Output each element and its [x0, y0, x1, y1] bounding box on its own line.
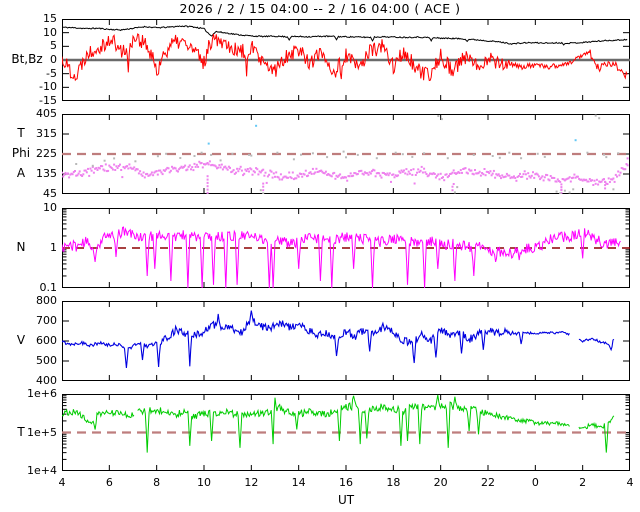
- series-cyan-points: [207, 124, 577, 145]
- panel-n-canvas: [62, 208, 630, 288]
- panel-n: [62, 208, 630, 288]
- panel-bt-bz-canvas: [62, 19, 630, 101]
- axis-channel-label: A: [16, 166, 26, 180]
- axis-channel-label: N: [16, 240, 26, 254]
- x-tick-label: 10: [197, 476, 211, 489]
- y-tick-label: 45: [43, 187, 57, 200]
- y-tick-label: 1: [50, 241, 57, 254]
- panel-t-canvas: [62, 394, 630, 471]
- series-T: [62, 394, 615, 453]
- y-tick-label: -15: [39, 94, 57, 107]
- y-tick-label: 5: [50, 39, 57, 53]
- y-tick-label: 700: [36, 314, 57, 327]
- panel-t-phi-a-canvas: [62, 114, 630, 194]
- x-tick-label: 16: [339, 476, 353, 489]
- y-tick-label: 400: [36, 374, 57, 387]
- y-tick-label: 500: [36, 354, 57, 367]
- axis-channel-label: T: [17, 126, 25, 140]
- y-tick-label: -10: [39, 80, 57, 94]
- axis-channel-label: V: [16, 333, 26, 347]
- x-tick-label: 8: [153, 476, 161, 489]
- panel-v: [62, 301, 630, 381]
- x-tick-label: 12: [244, 476, 259, 489]
- x-tick-label: 4: [626, 476, 634, 489]
- x-tick-label: 20: [433, 476, 448, 489]
- y-tick-label: -5: [46, 66, 57, 80]
- y-tick-label: 315: [36, 127, 57, 140]
- panel-t: [62, 394, 630, 471]
- axis-channel-label: Phi: [11, 146, 31, 160]
- x-axis-label: UT: [337, 493, 355, 507]
- x-tick-label: 4: [58, 476, 66, 489]
- y-tick-label: 135: [36, 167, 57, 180]
- panel-bt-bz: [62, 19, 630, 101]
- x-tick-label: 22: [481, 476, 495, 489]
- x-tick-label: 6: [105, 476, 113, 489]
- y-tick-label: 10: [43, 25, 57, 39]
- axis-channel-label: Bt,Bz: [11, 52, 43, 66]
- x-tick-label: 14: [291, 476, 306, 489]
- y-tick-label: 0.1: [39, 281, 58, 294]
- axis-channel-label: T: [17, 424, 25, 439]
- panel-v-canvas: [62, 301, 630, 381]
- plot-title: 2026 / 2 / 15 04:00 -- 2 / 16 04:00 ( AC…: [179, 1, 461, 16]
- x-tick-label: 0: [531, 476, 539, 489]
- y-tick-label: 225: [36, 147, 57, 160]
- y-tick-label: 10: [43, 201, 57, 214]
- y-tick-label: 1e+6: [27, 387, 57, 400]
- y-tick-label: 600: [36, 334, 57, 347]
- panel-t-phi-a: [62, 114, 630, 194]
- y-tick-label: 15: [43, 12, 57, 25]
- x-tick-label: 18: [386, 476, 401, 489]
- series-N: [62, 226, 621, 288]
- series-V: [62, 310, 615, 369]
- y-tick-label: 405: [36, 107, 57, 120]
- series-Bt: [62, 25, 628, 46]
- series-Phi-points: [62, 157, 629, 194]
- series-theta-points: [75, 114, 620, 194]
- y-tick-label: 1e+5: [27, 425, 57, 439]
- y-tick-label: 1e+4: [27, 464, 57, 477]
- y-tick-label: 800: [36, 294, 57, 307]
- x-tick-label: 2: [579, 476, 587, 489]
- series-Bz: [62, 33, 628, 82]
- y-tick-label: 0: [50, 53, 57, 66]
